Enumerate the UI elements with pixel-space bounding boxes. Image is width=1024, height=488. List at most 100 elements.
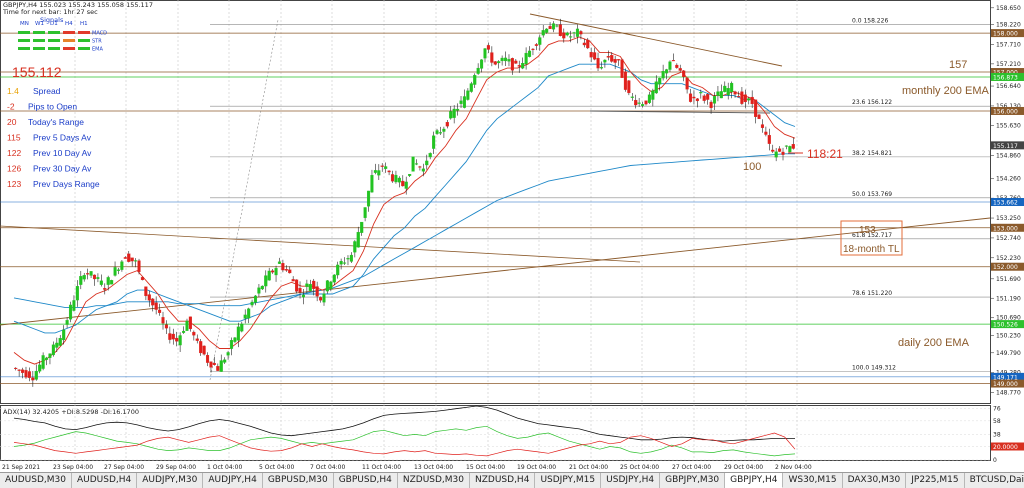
candle-body (613, 59, 617, 63)
tab-btcusd-daily[interactable]: BTCUSD,Daily (965, 473, 1024, 488)
candle-body (397, 177, 401, 183)
candle-body (175, 337, 179, 342)
price-tag-box (991, 68, 1024, 77)
signal-dot (78, 31, 90, 34)
candle-body (654, 81, 658, 94)
candle-body (356, 231, 360, 248)
candle-body (558, 24, 562, 37)
tab-nzdusd-m30[interactable]: NZDUSD,M30 (398, 473, 471, 488)
candle-body (784, 145, 788, 147)
plus-di-line (13, 425, 796, 457)
candle-body (363, 207, 367, 218)
candle-body (623, 71, 627, 90)
y-tick-label: 156.640 (996, 83, 1021, 90)
candle-body (390, 174, 395, 182)
timeframe-label: W1 (35, 21, 44, 27)
candle-body (319, 297, 323, 301)
countdown-label: 118:21 (807, 147, 843, 161)
candle-body (178, 335, 182, 346)
tab-gbpusd-m30[interactable]: GBPUSD,M30 (263, 473, 334, 488)
adx-tick-label: 58 (993, 418, 1001, 425)
candle-body (151, 298, 155, 306)
candle-body (223, 359, 227, 363)
tab-audusd-m30[interactable]: AUDUSD,M30 (0, 473, 72, 488)
tab-gbpjpy-m30[interactable]: GBPJPY,M30 (660, 473, 726, 488)
candle-body (483, 48, 487, 59)
candle-body (538, 37, 542, 45)
candle-body (264, 275, 268, 287)
candle-body (466, 90, 470, 100)
candle-body (236, 326, 240, 341)
y-tick-label: 152.740 (996, 235, 1021, 242)
info-label: Today's Range (28, 117, 84, 127)
candle-body (685, 77, 689, 90)
candle-body (462, 96, 466, 108)
candle-body (452, 108, 456, 118)
candle-body (579, 31, 583, 35)
adx-tick-label: 38 (993, 431, 1001, 438)
tab-jp225-m15[interactable]: JP225,M15 (906, 473, 965, 488)
candle-body (161, 317, 165, 324)
candle-body (716, 91, 720, 97)
tab-dax30-m30[interactable]: DAX30,M30 (843, 473, 907, 488)
candle-body (127, 253, 131, 262)
y-tick-label: 150.230 (996, 333, 1021, 340)
signal-dot (18, 47, 30, 50)
fib-anchor-line (209, 19, 279, 381)
candle-body (182, 330, 186, 333)
candle-body (565, 32, 569, 36)
tab-audjpy-h4[interactable]: AUDJPY,H4 (203, 473, 263, 488)
tab-nzdusd-h4[interactable]: NZDUSD,H4 (470, 473, 536, 488)
candle-body (675, 64, 679, 68)
candle-body (750, 96, 754, 105)
candle-body (524, 52, 528, 65)
candle-body (253, 295, 258, 303)
tab-audjpy-m30[interactable]: AUDJPY,M30 (137, 473, 204, 488)
candle-body (500, 57, 504, 62)
candle-body (438, 132, 443, 134)
tab-gbpjpy-h4[interactable]: GBPJPY,H4 (725, 473, 784, 488)
info-value: 123 (7, 179, 21, 189)
candle-body (706, 94, 710, 100)
tab-ws30-m15[interactable]: WS30,M15 (783, 473, 843, 488)
candle-body (134, 260, 138, 262)
tab-usdjpy-h4[interactable]: USDJPY,H4 (601, 473, 661, 488)
y-tick-label: 158.220 (996, 22, 1021, 29)
y-tick-label: 157.710 (996, 41, 1021, 48)
candle-body (517, 65, 521, 67)
candle-body (521, 63, 525, 69)
candle-body (62, 329, 66, 341)
price-chart[interactable]: 0.0 158.226 23.6 156.122 38.2 154.821 50.0 … (0, 0, 1024, 472)
candle-body (610, 55, 614, 62)
fib-label: 23.6 156.122 (852, 99, 892, 106)
time-axis: 21 Sep 2021 23 Sep 04:00 27 Sep 04:00 29 Se… (2, 464, 812, 471)
candle-body (459, 100, 463, 104)
candle-body (781, 151, 785, 155)
candle-body (709, 101, 713, 109)
tab-usdjpy-m15[interactable]: USDJPY,M15 (535, 473, 602, 488)
candle-body (726, 88, 730, 96)
fib-label: 38.2 154.821 (852, 150, 892, 157)
candle-body (219, 360, 223, 372)
candle-body (106, 277, 110, 285)
y-tick-label: 153.250 (996, 215, 1021, 222)
indicator-label: MACD (92, 31, 107, 37)
candle-body (634, 99, 638, 106)
candle-body (96, 277, 100, 279)
candle-body (771, 149, 775, 152)
price-tag-label: 158.000 (993, 31, 1018, 38)
candle-body (572, 32, 576, 34)
candle-body (740, 91, 744, 104)
candle-body (247, 308, 251, 319)
tab-gbpusd-h4[interactable]: GBPUSD,H4 (334, 473, 398, 488)
level-157-label: 157 (949, 59, 967, 71)
candle-body (497, 61, 501, 64)
candle-body (75, 286, 79, 301)
tab-audusd-h4[interactable]: AUDUSD,H4 (72, 473, 138, 488)
fib-label: 50.0 153.769 (852, 191, 892, 198)
y-tick-label: 149.790 (996, 350, 1021, 357)
candle-body (199, 341, 203, 354)
candle-body (757, 114, 761, 120)
x-tick-label: 11 Oct 04:00 (362, 464, 401, 471)
candles (14, 18, 795, 387)
